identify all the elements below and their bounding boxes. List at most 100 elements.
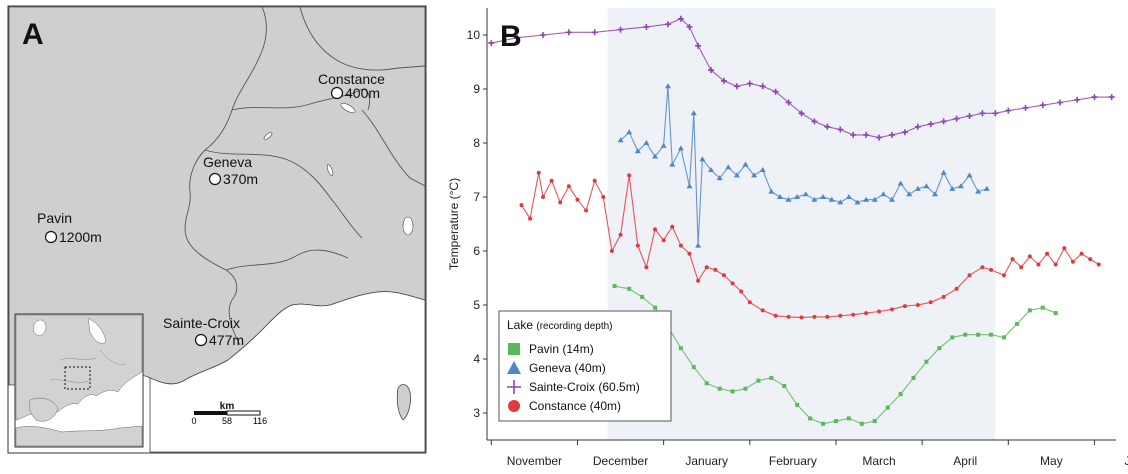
point-sainte-croix <box>643 23 650 30</box>
series-layer <box>488 15 1115 426</box>
point-pavin <box>653 305 658 310</box>
point-geneva <box>888 196 895 202</box>
scale-bar: km 0 58 116 <box>191 401 267 426</box>
lake-marker-constance <box>330 86 344 100</box>
point-sainte-croix <box>733 83 740 90</box>
legend-label-sainte-croix: Sainte-Croix (60.5m) <box>529 380 640 394</box>
point-sainte-croix <box>811 118 818 125</box>
point-pavin <box>612 284 617 289</box>
point-sainte-croix <box>708 67 715 74</box>
point-geneva <box>957 183 964 189</box>
point-pavin <box>937 346 942 351</box>
point-geneva <box>626 129 633 135</box>
point-geneva <box>949 185 956 191</box>
point-pavin <box>1040 305 1045 310</box>
point-constance <box>687 251 692 256</box>
point-sainte-croix <box>1091 94 1098 101</box>
point-geneva <box>940 169 947 175</box>
y-axis-title: Temperature (°C) <box>447 178 461 270</box>
point-geneva <box>932 191 939 197</box>
point-geneva <box>708 167 715 172</box>
point-constance <box>549 178 554 183</box>
shaded-period <box>607 8 996 440</box>
point-sainte-croix <box>746 80 753 87</box>
point-geneva <box>751 172 758 178</box>
point-pavin <box>859 421 864 426</box>
point-geneva <box>716 175 723 181</box>
point-geneva <box>759 167 766 172</box>
point-geneva <box>923 183 930 189</box>
x-tick-label: March <box>862 454 895 468</box>
point-geneva <box>664 83 671 89</box>
point-constance <box>812 314 817 319</box>
point-sainte-croix <box>1022 104 1029 111</box>
point-constance <box>601 195 606 199</box>
point-constance <box>618 232 623 237</box>
point-constance <box>721 273 726 278</box>
lake-depth-constance: 400m <box>345 85 380 101</box>
scale-unit: km <box>220 401 235 412</box>
point-geneva <box>686 183 693 189</box>
point-sainte-croix <box>850 131 857 138</box>
point-pavin <box>821 421 826 426</box>
point-geneva <box>828 196 835 202</box>
legend-label-geneva: Geneva (40m) <box>529 361 606 375</box>
point-geneva <box>617 137 624 143</box>
inset-study-area-box <box>64 366 91 390</box>
point-sainte-croix <box>591 29 598 36</box>
point-geneva <box>652 153 659 159</box>
point-constance <box>519 203 524 208</box>
point-constance <box>696 278 701 283</box>
y-tick-label: 3 <box>473 406 480 420</box>
lake-name-constance: Constance <box>318 71 385 87</box>
point-constance <box>851 312 856 317</box>
lake-marker-geneva <box>208 172 222 186</box>
scale-tick: 116 <box>253 416 267 426</box>
point-sainte-croix <box>488 40 495 47</box>
point-constance <box>1045 251 1050 256</box>
point-constance <box>644 265 649 270</box>
point-sainte-croix <box>677 15 684 22</box>
point-pavin <box>1014 321 1019 326</box>
point-pavin <box>782 384 787 388</box>
point-sainte-croix <box>686 23 693 30</box>
map-border <box>231 88 371 111</box>
point-constance <box>864 311 869 316</box>
point-sainte-croix <box>876 134 883 141</box>
series-constance <box>519 170 1101 320</box>
point-sainte-croix <box>837 126 844 133</box>
point-pavin <box>743 386 748 391</box>
point-constance <box>661 238 666 243</box>
point-geneva <box>677 145 684 151</box>
lake-marker-pavin <box>44 230 58 244</box>
map-border <box>184 6 267 346</box>
point-geneva <box>837 199 844 205</box>
series-pavin <box>612 284 1058 426</box>
point-constance <box>1088 257 1093 262</box>
point-sainte-croix <box>514 34 521 41</box>
point-geneva <box>643 140 650 145</box>
point-pavin <box>717 386 722 391</box>
legend-title: Lake (recording depth) <box>507 318 613 332</box>
y-tick-label: 5 <box>473 298 480 312</box>
map-border <box>361 109 426 187</box>
point-sainte-croix <box>540 32 547 38</box>
y-tick-label: 8 <box>473 136 480 150</box>
point-constance <box>773 313 778 318</box>
point-constance <box>558 200 563 205</box>
point-constance <box>915 303 920 307</box>
x-tick-label: December <box>593 454 648 468</box>
point-geneva <box>785 196 792 202</box>
legend: Lake (recording depth) Pavin (14m) Geneva … <box>498 310 672 422</box>
point-pavin <box>691 365 696 370</box>
point-constance <box>877 309 882 314</box>
point-constance <box>1019 265 1024 270</box>
point-sainte-croix <box>798 110 805 117</box>
x-tick-label: April <box>953 454 977 468</box>
map-border <box>204 149 363 239</box>
point-geneva <box>695 242 702 248</box>
point-sainte-croix <box>617 26 624 33</box>
scale-segment <box>226 410 261 416</box>
legend-box <box>498 310 672 422</box>
point-geneva <box>820 194 827 199</box>
